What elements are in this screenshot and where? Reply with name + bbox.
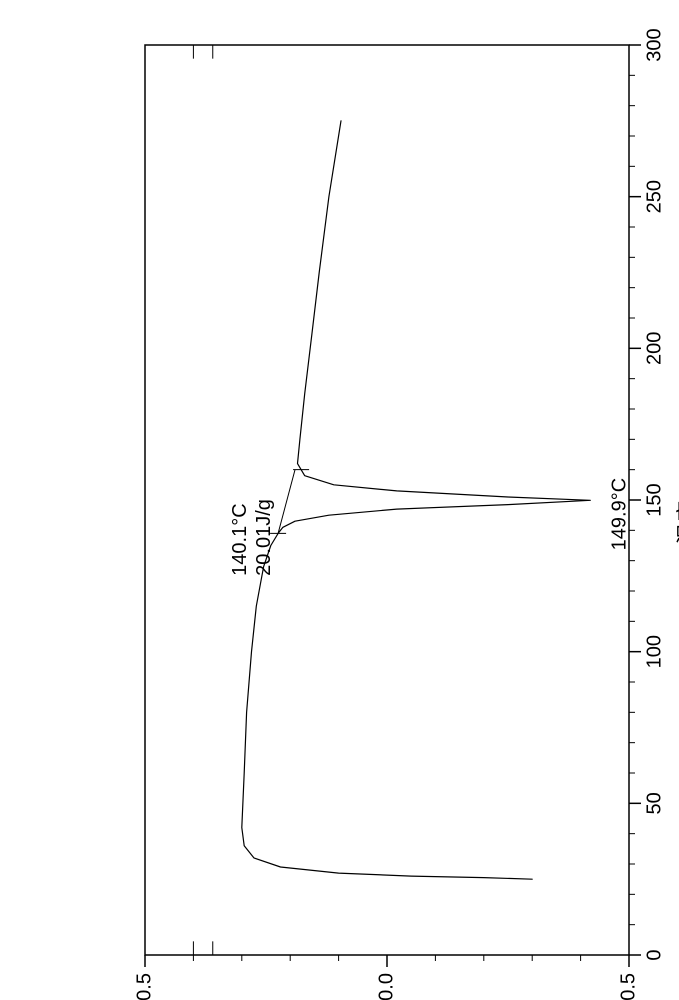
temp-tick-label: 0 <box>644 949 666 960</box>
peak-temp-label: 149.9°C <box>609 478 631 551</box>
heatflow-tick-label: -0.5 <box>617 973 639 1000</box>
temp-tick-label: 100 <box>644 635 666 668</box>
enthalpy-label: 20.01J/g <box>253 499 275 576</box>
chart-svg: 050100150200250300温度 (°C)-0.50.00.5热流 (W… <box>0 0 679 1000</box>
dsc-curve <box>242 121 591 879</box>
heatflow-tick-label: 0.5 <box>133 973 155 1000</box>
heatflow-tick-label: 0.0 <box>375 973 397 1000</box>
temp-tick-label: 250 <box>644 180 666 213</box>
dsc-chart: 050100150200250300温度 (°C)-0.50.00.5热流 (W… <box>0 0 679 1000</box>
temp-tick-label: 200 <box>644 332 666 365</box>
temp-tick-label: 300 <box>644 28 666 61</box>
x-axis-label: 温度 (°C) <box>675 455 679 544</box>
temperature-ticks: 0 50 100 150 200 250 300 <box>629 28 666 960</box>
temp-tick-label: 150 <box>644 483 666 516</box>
onset-temp-label: 140.1°C <box>229 503 251 576</box>
plot-frame <box>145 45 629 955</box>
integration-baseline <box>278 470 295 534</box>
heatflow-ticks: -0.5 0.0 0.5 <box>133 955 639 1000</box>
temp-tick-label: 50 <box>644 792 666 814</box>
